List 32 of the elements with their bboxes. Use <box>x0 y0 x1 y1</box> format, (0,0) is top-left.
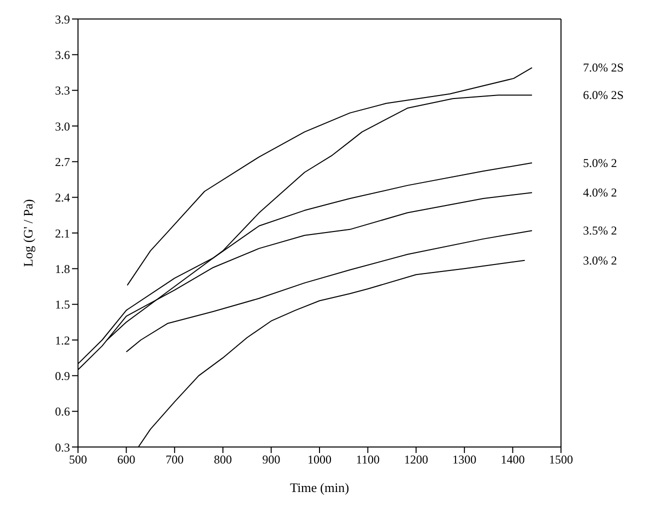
x-tick-label: 1300 <box>452 452 476 467</box>
x-tick-label: 1100 <box>356 452 380 467</box>
x-tick-label: 1500 <box>549 452 573 467</box>
x-tick-label: 800 <box>214 452 232 467</box>
text: 7.0% 2S <box>583 60 624 75</box>
x-tick-label: 1000 <box>308 452 332 467</box>
x-tick-label: 500 <box>69 452 87 467</box>
y-tick-label: 3.9 <box>55 12 70 26</box>
y-tick-label: 2.1 <box>55 226 70 240</box>
x-tick-label: 1200 <box>404 452 428 467</box>
y-tick-label: 1.5 <box>55 298 70 312</box>
text: 4.0% 2 <box>583 186 617 200</box>
text: 6.0% 2S <box>583 88 624 102</box>
y-tick-label: 3.6 <box>55 48 70 62</box>
y-tick-label: 3.0 <box>55 119 70 134</box>
y-tick-label: 1.8 <box>55 262 70 276</box>
text: 5.0% 2 <box>583 156 617 170</box>
y-tick-label: 1.2 <box>55 333 70 348</box>
x-tick-label: 900 <box>262 452 280 467</box>
x-tick-label: 600 <box>117 452 136 467</box>
y-tick-label: 2.7 <box>55 154 70 169</box>
y-tick-label: 2.4 <box>55 190 70 205</box>
x-axis-title: Time (min) <box>290 480 350 495</box>
y-tick-label: 3.3 <box>55 84 70 98</box>
text: 3.5% 2 <box>583 224 617 238</box>
x-tick-label: 700 <box>166 452 184 467</box>
y-axis-title: Log (G' / Pa) <box>20 199 36 267</box>
text: 3.0% 2 <box>583 253 617 268</box>
y-tick-label: 0.9 <box>55 368 70 383</box>
x-tick-label: 1400 <box>500 452 525 467</box>
y-tick-label: 0.6 <box>55 404 70 419</box>
y-tick-label: 0.3 <box>55 440 70 454</box>
